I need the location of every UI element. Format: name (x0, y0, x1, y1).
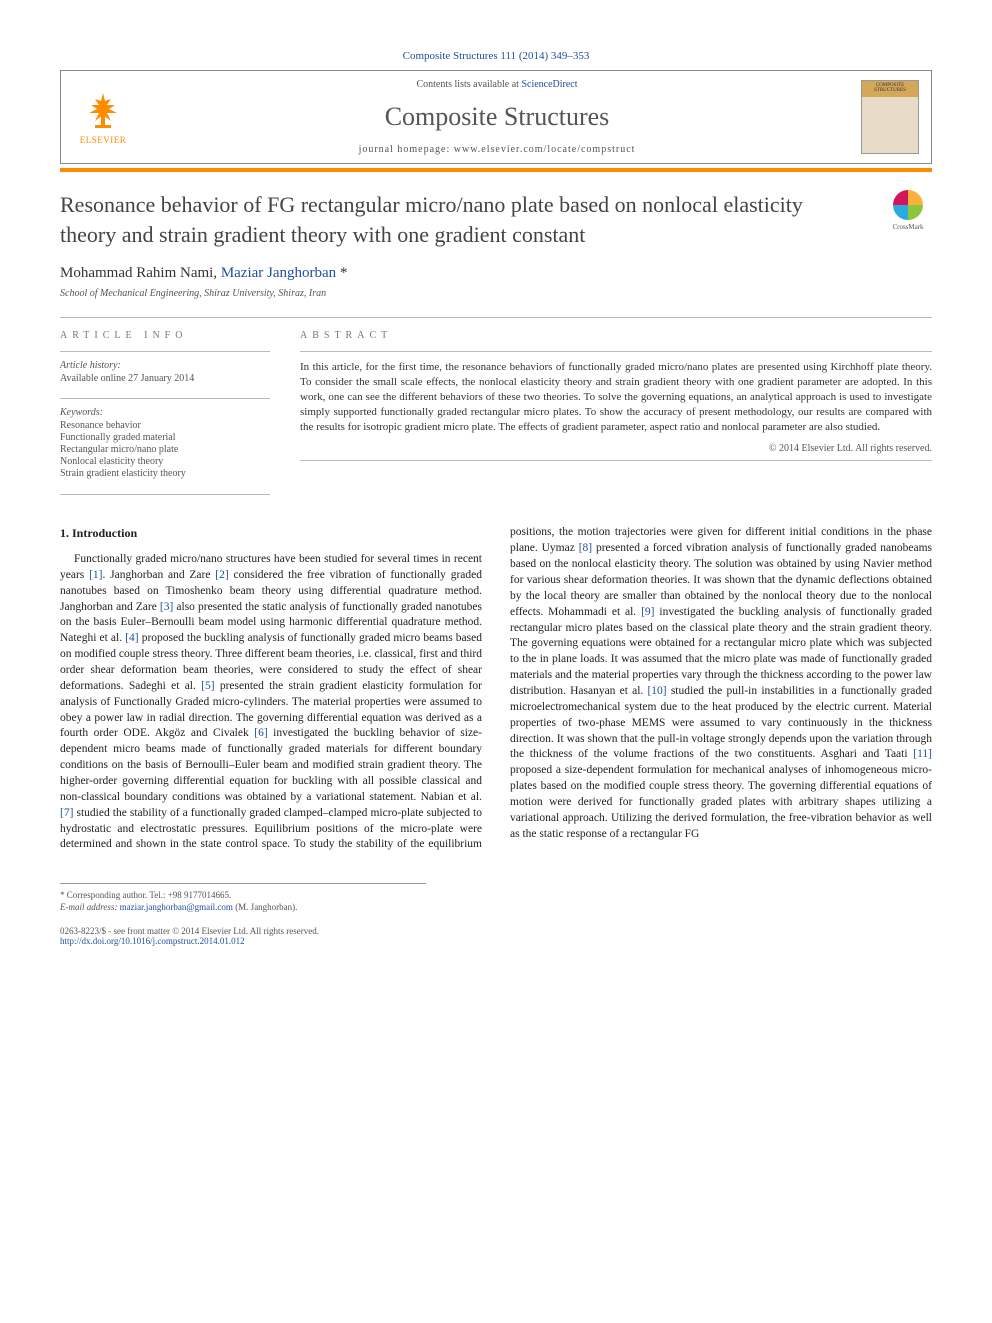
journal-cover-thumbnail: COMPOSITE STRUCTURES (861, 80, 919, 154)
corresponding-author-note: * Corresponding author. Tel.: +98 917701… (60, 890, 426, 900)
header-center: Contents lists available at ScienceDirec… (133, 79, 861, 155)
email-label: E-mail address: (60, 902, 120, 912)
keywords-list: Resonance behavior Functionally graded m… (60, 420, 270, 479)
abstract-text: In this article, for the first time, the… (300, 360, 932, 434)
publisher-logo: ELSEVIER (73, 82, 133, 152)
contents-lists-line: Contents lists available at ScienceDirec… (133, 79, 861, 90)
divider-top (60, 317, 932, 318)
divider-abstract-2 (300, 460, 932, 461)
author-1: Mohammad Rahim Nami, (60, 265, 221, 281)
crossmark-label: CrossMark (892, 223, 923, 231)
keyword-item: Functionally graded material (60, 432, 270, 443)
body-columns: 1. Introduction Functionally graded micr… (60, 525, 932, 853)
crossmark-badge[interactable]: CrossMark (884, 190, 932, 238)
footnotes: * Corresponding author. Tel.: +98 917701… (60, 883, 426, 912)
authors-line: Mohammad Rahim Nami, Maziar Janghorban * (60, 265, 932, 282)
divider-bottom-info (60, 494, 270, 495)
sciencedirect-link[interactable]: ScienceDirect (521, 79, 577, 90)
issn-line: 0263-8223/$ - see front matter © 2014 El… (60, 926, 932, 936)
affiliation: School of Mechanical Engineering, Shiraz… (60, 288, 932, 299)
article-title: Resonance behavior of FG rectangular mic… (60, 190, 884, 249)
journal-header: ELSEVIER Contents lists available at Sci… (60, 70, 932, 164)
intro-heading: 1. Introduction (60, 525, 482, 542)
email-link[interactable]: maziar.janghorban@gmail.com (120, 902, 233, 912)
publisher-name: ELSEVIER (80, 135, 127, 145)
article-info-heading: ARTICLE INFO (60, 330, 270, 341)
keyword-item: Resonance behavior (60, 420, 270, 431)
article-info-column: ARTICLE INFO Article history: Available … (60, 330, 270, 480)
author-2-link[interactable]: Maziar Janghorban (221, 265, 336, 281)
journal-name: Composite Structures (133, 102, 861, 132)
keyword-item: Rectangular micro/nano plate (60, 444, 270, 455)
email-suffix: (M. Janghorban). (233, 902, 298, 912)
journal-homepage-line: journal homepage: www.elsevier.com/locat… (133, 144, 861, 155)
author-marker: * (336, 265, 347, 281)
abstract-column: ABSTRACT In this article, for the first … (300, 330, 932, 480)
intro-paragraph: Functionally graded micro/nano structure… (60, 525, 932, 853)
keyword-item: Strain gradient elasticity theory (60, 468, 270, 479)
bottom-info: 0263-8223/$ - see front matter © 2014 El… (60, 926, 932, 946)
history-text: Available online 27 January 2014 (60, 373, 270, 384)
top-citation: Composite Structures 111 (2014) 349–353 (60, 50, 932, 62)
keywords-label: Keywords: (60, 407, 270, 418)
contents-prefix: Contents lists available at (416, 79, 521, 90)
doi-link[interactable]: http://dx.doi.org/10.1016/j.compstruct.2… (60, 936, 932, 946)
keyword-item: Nonlocal elasticity theory (60, 456, 270, 467)
cover-label: COMPOSITE STRUCTURES (862, 81, 918, 97)
accent-bar (60, 168, 932, 172)
email-line: E-mail address: maziar.janghorban@gmail.… (60, 902, 426, 912)
homepage-url[interactable]: www.elsevier.com/locate/compstruct (454, 144, 636, 155)
crossmark-icon (893, 190, 923, 220)
abstract-heading: ABSTRACT (300, 330, 932, 341)
elsevier-tree-icon (81, 89, 125, 133)
homepage-prefix: journal homepage: (359, 144, 454, 155)
abstract-copyright: © 2014 Elsevier Ltd. All rights reserved… (300, 443, 932, 454)
history-label: Article history: (60, 360, 270, 371)
